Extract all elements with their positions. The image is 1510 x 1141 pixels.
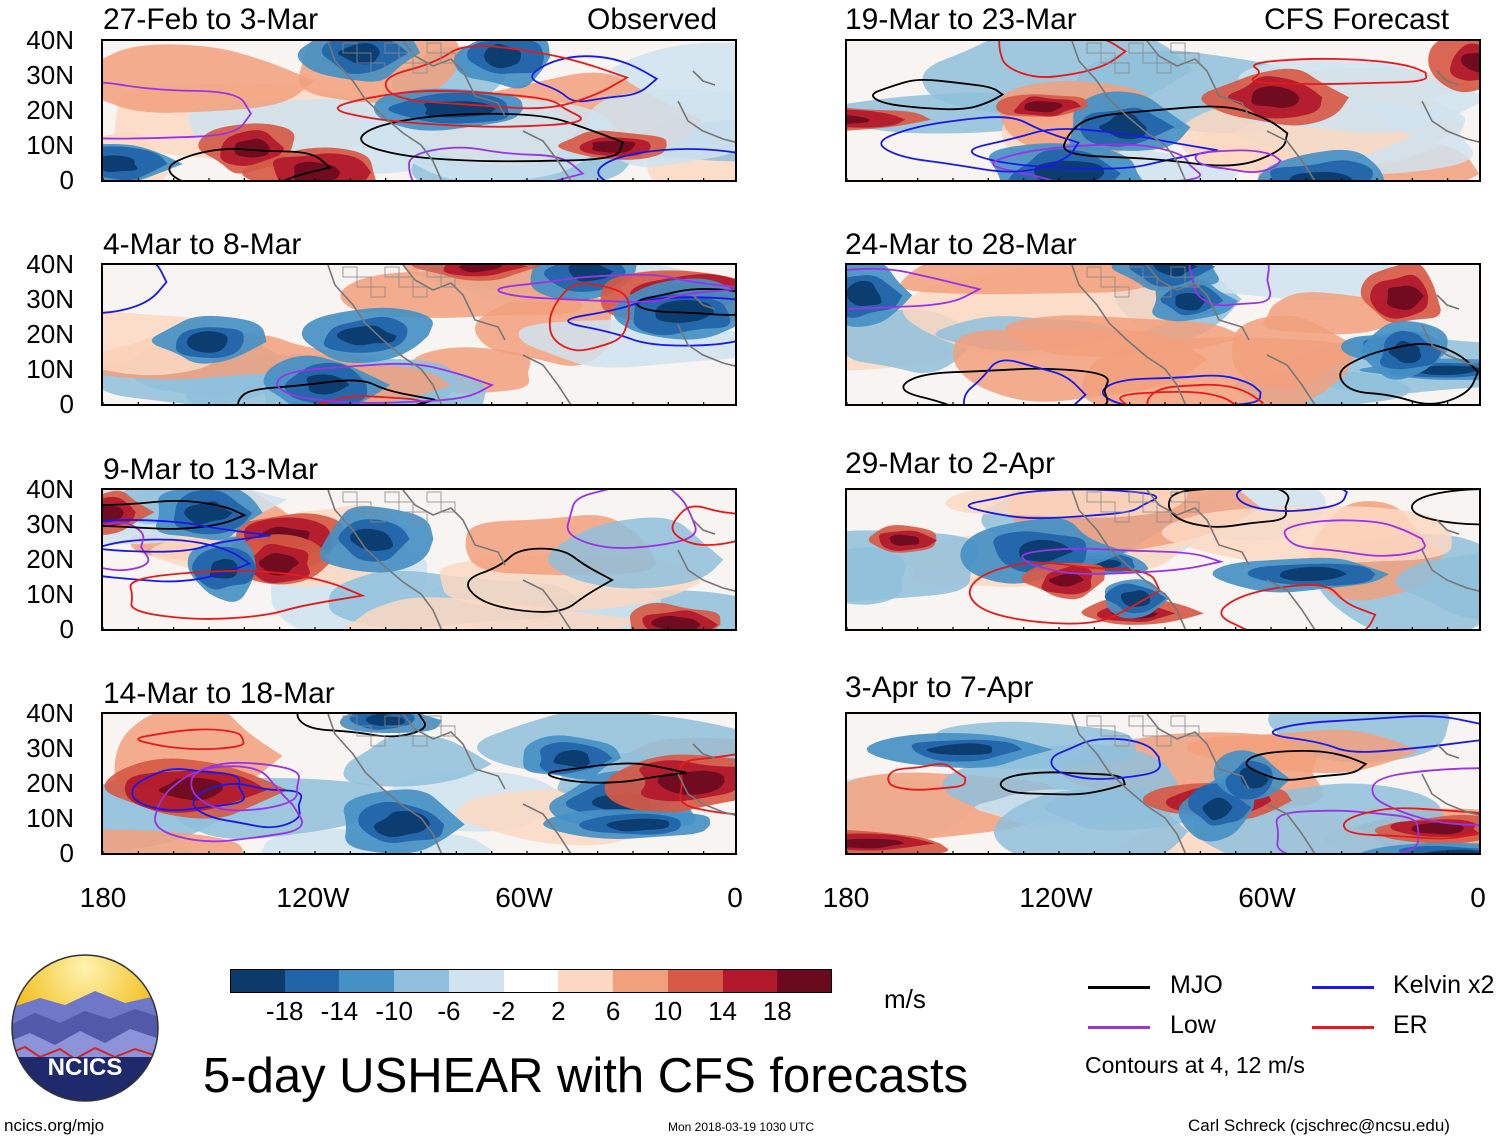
lat-tick-label: 30N [26, 60, 74, 90]
footer-author: Carl Schreck (cjschrec@ncsu.edu) [1188, 1116, 1450, 1135]
legend-swatch-mjo [1088, 986, 1150, 989]
lon-tick-label: 60W [495, 882, 553, 913]
shear-map [845, 39, 1481, 182]
lat-tick-label: 10N [26, 579, 74, 609]
colorbar-swatch [230, 969, 286, 993]
lat-tick-label: 30N [26, 284, 74, 314]
shear-map [845, 263, 1481, 406]
colorbar-label: 2 [551, 996, 566, 1026]
lon-tick-label: 0 [1470, 882, 1486, 913]
lat-tick-label: 0 [59, 614, 74, 644]
observed-label: Observed [587, 3, 718, 36]
colorbar-swatch [667, 969, 724, 993]
legend-swatch-low [1088, 1026, 1150, 1029]
legend-label-mjo: MJO [1170, 971, 1223, 999]
colorbar-label: -6 [437, 996, 461, 1026]
lon-tick-label: 180 [822, 882, 870, 913]
panel-title: 9-Mar to 13-Mar [103, 453, 319, 486]
colorbar-swatch [339, 969, 395, 993]
colorbar-label: 14 [708, 996, 737, 1026]
colorbar-swatch [394, 969, 450, 993]
panel-title: 14-Mar to 18-Mar [103, 677, 335, 710]
legend-label-low: Low [1170, 1011, 1216, 1039]
lon-tick-label: 180 [79, 882, 127, 913]
panel-title: 4-Mar to 8-Mar [103, 228, 302, 261]
lat-tick-label: 10N [26, 803, 74, 833]
lat-tick-label: 40N [26, 474, 74, 504]
panel-title: 27-Feb to 3-Mar [103, 3, 319, 36]
forecast-label: CFS Forecast [1264, 3, 1450, 36]
shear-map [101, 488, 737, 631]
lat-tick-label: 30N [26, 733, 74, 763]
panel-title: 24-Mar to 28-Mar [845, 228, 1077, 261]
colorbar-swatch [722, 969, 778, 993]
logo-text: NCICS [48, 1054, 123, 1081]
colorbar-label: -2 [492, 996, 516, 1026]
shear-map [101, 39, 737, 182]
ncics-logo: NCICS [10, 953, 160, 1103]
lat-tick-label: 10N [26, 354, 74, 384]
lon-tick-label: 60W [1238, 882, 1296, 913]
panel-title: 29-Mar to 2-Apr [845, 447, 1056, 480]
legend-label-kelvin: Kelvin x2 [1393, 971, 1495, 999]
figure-title: 5-day USHEAR with CFS forecasts [203, 1049, 969, 1103]
colorbar-swatch [448, 969, 505, 993]
lat-tick-label: 0 [59, 389, 74, 419]
colorbar-swatch [558, 969, 614, 993]
colorbar-swatch [613, 969, 669, 993]
lat-tick-label: 40N [26, 25, 74, 55]
legend-swatch-kelvin [1312, 986, 1374, 989]
shear-map [101, 712, 737, 855]
colorbar-swatch [503, 969, 559, 993]
colorbar-label: 18 [762, 996, 792, 1026]
footer-timestamp: Mon 2018-03-19 1030 UTC [668, 1120, 815, 1134]
colorbar-label: -10 [375, 996, 413, 1026]
colorbar-swatch [284, 969, 340, 993]
shear-map [845, 488, 1481, 631]
lat-tick-label: 20N [26, 768, 74, 798]
shear-map [845, 712, 1481, 855]
colorbar-label: 10 [653, 996, 683, 1026]
colorbar-label: -18 [265, 996, 304, 1026]
lat-tick-label: 40N [26, 698, 74, 728]
legend-swatch-er [1312, 1026, 1374, 1029]
lon-tick-label: 120W [1019, 882, 1093, 913]
lon-tick-label: 120W [276, 882, 350, 913]
footer-url: ncics.org/mjo [4, 1116, 105, 1135]
lat-tick-label: 0 [59, 838, 74, 868]
colorbar-label: 6 [605, 996, 621, 1026]
lat-tick-label: 20N [26, 544, 74, 574]
units-label: m/s [884, 984, 926, 1014]
lat-tick-label: 40N [26, 249, 74, 279]
lat-tick-label: 20N [26, 95, 74, 125]
panel-title: 3-Apr to 7-Apr [845, 671, 1034, 704]
legend-label-er: ER [1393, 1011, 1428, 1039]
contour-note: Contours at 4, 12 m/s [1085, 1052, 1305, 1078]
shear-map [101, 263, 737, 406]
lat-tick-label: 10N [26, 130, 74, 160]
colorbar-label: -14 [320, 996, 359, 1026]
lat-tick-label: 0 [59, 165, 74, 195]
lat-tick-label: 30N [26, 509, 74, 539]
lat-tick-label: 20N [26, 319, 74, 349]
lon-tick-label: 0 [727, 882, 743, 913]
colorbar-swatch [777, 969, 833, 993]
panel-title: 19-Mar to 23-Mar [845, 3, 1077, 36]
